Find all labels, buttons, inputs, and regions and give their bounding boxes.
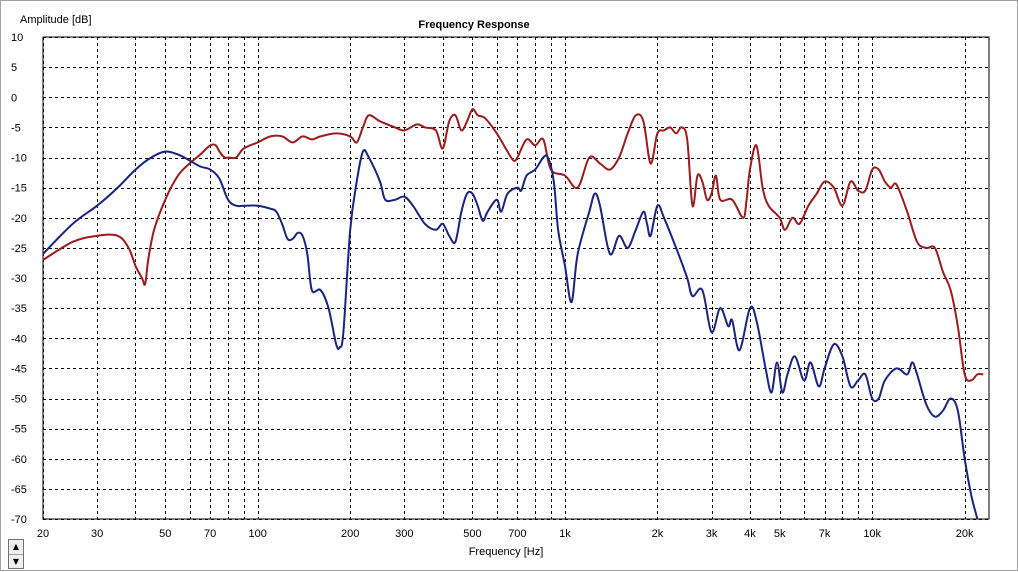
y-tick-label: -20 (11, 213, 27, 225)
y-tick-label: -45 (11, 363, 27, 375)
y-tick-label: -10 (11, 153, 27, 165)
chart-title: Frequency Response (418, 19, 529, 31)
x-tick-label: 30 (91, 528, 103, 540)
y-tick-label: -25 (11, 243, 27, 255)
x-tick-label: 500 (463, 528, 481, 540)
x-tick-label: 4k (744, 528, 756, 540)
y-tick-label: 10 (11, 32, 23, 44)
x-tick-label: 50 (159, 528, 171, 540)
y-tick-label: 0 (11, 92, 17, 104)
y-tick-label: -60 (11, 454, 27, 466)
y-tick-label: -30 (11, 273, 27, 285)
x-tick-label: 20 (37, 528, 49, 540)
y-tick-label: -65 (11, 484, 27, 496)
x-tick-label: 20k (956, 528, 974, 540)
scroll-up-icon[interactable]: ▲ (12, 542, 20, 551)
x-axis-label: Frequency [Hz] (469, 546, 544, 558)
y-tick-label: -55 (11, 424, 27, 436)
y-tick-label: -35 (11, 303, 27, 315)
y-tick-label: -40 (11, 333, 27, 345)
x-tick-label: 5k (774, 528, 786, 540)
x-tick-label: 300 (395, 528, 413, 540)
x-tick-label: 3k (706, 528, 718, 540)
y-tick-label: -50 (11, 394, 27, 406)
y-axis-label: Amplitude [dB] (20, 14, 92, 26)
x-tick-label: 700 (508, 528, 526, 540)
series-line-1 (42, 108, 984, 382)
scroll-down-icon[interactable]: ▼ (9, 554, 23, 568)
y-tick-label: -5 (11, 122, 21, 134)
zoom-scroll-control[interactable]: ▲ ▼ (8, 539, 24, 569)
x-tick-labels: 20 30 50 70 100 200 300 500 700 1k 2k 3k 4k 5k 7k 10k 20… (37, 528, 974, 540)
x-tick-label: 100 (249, 528, 267, 540)
x-tick-label: 2k (652, 528, 664, 540)
x-tick-label: 1k (559, 528, 571, 540)
series-lines (42, 108, 984, 520)
x-tick-label: 200 (341, 528, 359, 540)
x-tick-label: 10k (863, 528, 881, 540)
y-tick-label: -15 (11, 183, 27, 195)
y-tick-label: 5 (11, 62, 17, 74)
y-tick-labels: 10 5 0 -5 -10 -15 -20 -25 -30 -35 -40 -45 -50 -55 -60 -… (11, 32, 27, 526)
y-tick-label: -70 (11, 514, 27, 526)
x-tick-label: 70 (204, 528, 216, 540)
series-line-2 (42, 149, 979, 520)
x-tick-label: 7k (819, 528, 831, 540)
grid (42, 36, 990, 520)
